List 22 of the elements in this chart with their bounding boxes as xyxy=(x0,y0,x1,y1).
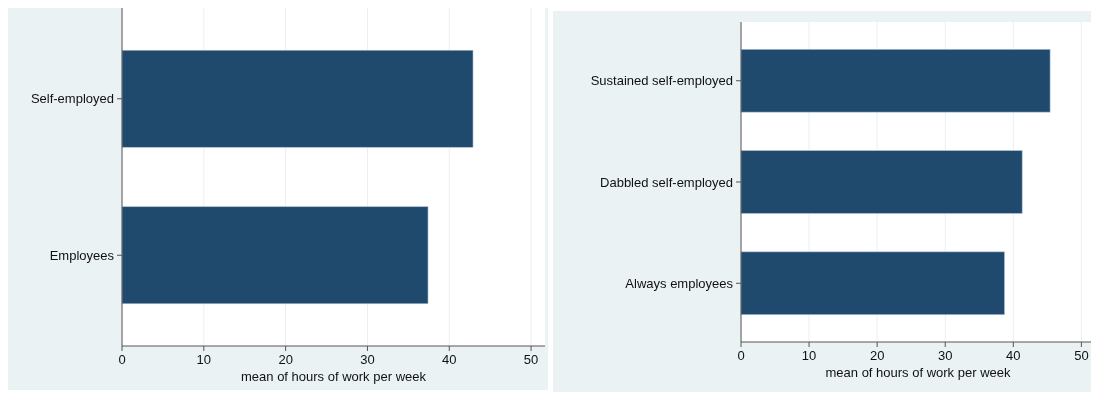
bar xyxy=(740,150,1023,214)
x-tick-label: 20 xyxy=(869,348,885,363)
x-tick-label: 0 xyxy=(737,348,745,363)
x-tick-label: 20 xyxy=(278,352,293,367)
x-axis-title: mean of hours of work per week xyxy=(825,365,1011,380)
x-tick-label: 30 xyxy=(938,348,953,363)
y-tick-label: Employees xyxy=(49,247,115,263)
x-tick-label: 0 xyxy=(118,352,126,367)
bar xyxy=(740,251,1005,315)
x-tick-label: 40 xyxy=(442,352,457,367)
y-tick-label: Dabbled self-employed xyxy=(600,174,733,190)
y-tick-label: Always employees xyxy=(625,275,734,291)
x-tick-label: 40 xyxy=(1006,348,1021,363)
x-tick-label: 50 xyxy=(523,352,539,367)
x-tick-label: 10 xyxy=(196,352,212,367)
y-tick-label: Self-employed xyxy=(30,91,114,107)
x-axis-title: mean of hours of work per week xyxy=(241,369,427,384)
y-tick-label: Sustained self-employed xyxy=(590,73,733,89)
x-tick-label: 10 xyxy=(801,348,817,363)
bar xyxy=(740,49,1051,113)
x-tick-label: 50 xyxy=(1074,348,1089,363)
x-tick-label: 30 xyxy=(360,352,375,367)
